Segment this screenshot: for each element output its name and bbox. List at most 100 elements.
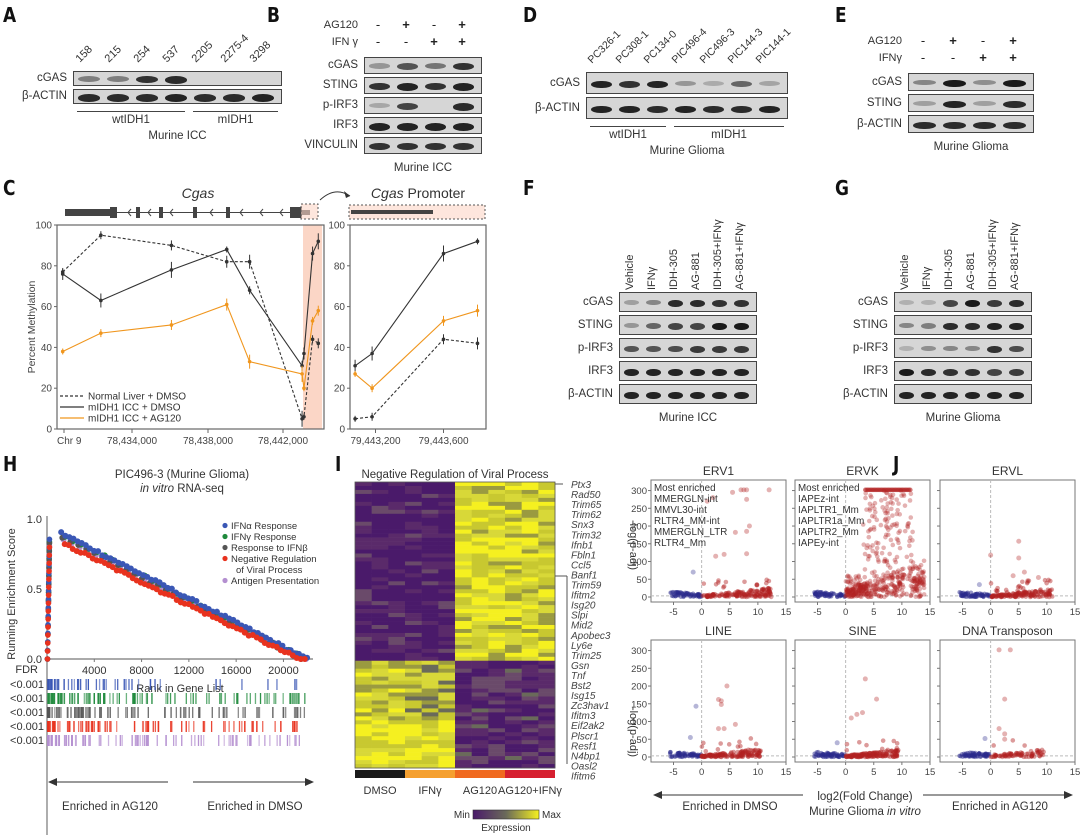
heatmap-cell xyxy=(355,756,372,761)
y-tick-label: 150 xyxy=(631,539,647,550)
heatmap-cell xyxy=(371,565,389,570)
outlier-point xyxy=(704,498,710,504)
up-point xyxy=(864,754,869,759)
heatmap-cell xyxy=(355,716,372,721)
heatmap-cell xyxy=(521,656,539,662)
blot-strip xyxy=(73,89,282,104)
up-point xyxy=(863,591,868,597)
protein-band xyxy=(899,345,914,351)
up-point xyxy=(890,575,895,581)
heatmap-cell xyxy=(438,684,456,689)
up-point xyxy=(859,583,864,588)
heatmap-cell xyxy=(455,656,472,662)
up-point xyxy=(856,591,862,596)
up-point xyxy=(888,492,893,498)
heatmap-cell xyxy=(455,597,472,602)
up-point xyxy=(892,557,898,563)
gene-hit-tick xyxy=(74,707,76,718)
gene-hit-tick xyxy=(295,735,297,746)
panel-letter-e: E xyxy=(835,3,847,27)
up-point xyxy=(999,594,1004,599)
up-point xyxy=(751,591,756,597)
heatmap-cell xyxy=(438,728,456,733)
up-point xyxy=(849,754,855,760)
heatmap-cell xyxy=(521,664,539,669)
heatmap-cell xyxy=(388,589,406,594)
heatmap-cell xyxy=(355,513,372,519)
up-point xyxy=(910,566,915,572)
heatmap-cell xyxy=(505,760,522,765)
up-point xyxy=(1030,752,1036,758)
up-point xyxy=(895,537,901,543)
heatmap-cell xyxy=(405,573,422,578)
x-tick-label: 10 xyxy=(1042,767,1053,778)
y-tick-label: 40 xyxy=(41,343,53,354)
protein-band xyxy=(624,345,639,353)
gene-hit-tick xyxy=(76,707,79,718)
up-point xyxy=(871,754,876,759)
up-point xyxy=(867,753,872,759)
heatmap-cell xyxy=(405,652,422,658)
gene-hit-tick xyxy=(50,735,52,746)
up-point xyxy=(907,498,913,503)
up-point xyxy=(1010,753,1016,759)
up-point xyxy=(1003,593,1009,599)
up-point xyxy=(739,593,745,599)
gene-hit-tick xyxy=(107,707,109,718)
up-point xyxy=(1013,592,1019,597)
heatmap-cell xyxy=(421,597,439,602)
heatmap-cell xyxy=(388,764,406,769)
heatmap-cell xyxy=(521,720,539,725)
up-point xyxy=(910,579,916,584)
gene-hit-tick xyxy=(109,693,111,704)
up-point xyxy=(920,569,925,575)
heatmap-cell xyxy=(521,597,539,602)
up-point xyxy=(855,582,861,588)
up-point xyxy=(868,581,873,587)
up-point xyxy=(847,590,852,595)
up-point xyxy=(868,751,874,756)
heatmap-cell xyxy=(521,537,539,542)
protein-band xyxy=(899,368,914,377)
up-point xyxy=(862,574,868,580)
gsea-title-line2: in vitro RNA-seq xyxy=(140,483,224,495)
up-point xyxy=(755,592,761,598)
protein-band xyxy=(78,94,100,102)
minus-sign: - xyxy=(920,33,926,48)
outlier-point xyxy=(996,726,1002,732)
data-point xyxy=(224,259,229,264)
y-tick-label: 250 xyxy=(631,664,647,675)
down-point xyxy=(669,590,674,595)
up-point xyxy=(896,501,901,506)
up-point xyxy=(863,583,869,589)
up-point xyxy=(899,566,905,572)
up-point xyxy=(1044,591,1049,597)
up-point xyxy=(858,593,863,599)
up-point xyxy=(756,747,761,753)
gene-hit-tick xyxy=(250,735,252,746)
strand-chevron-icon xyxy=(239,208,244,217)
up-point xyxy=(912,588,918,594)
protein-band xyxy=(425,143,446,151)
heatmap-cell xyxy=(371,613,389,618)
gene-hit-tick xyxy=(147,735,149,746)
minus-sign: - xyxy=(980,33,986,48)
outlier-point xyxy=(710,495,716,501)
heatmap-cell xyxy=(455,708,472,713)
gene-hit-tick xyxy=(194,735,196,746)
up-point xyxy=(740,750,745,756)
up-point xyxy=(854,754,860,760)
up-point xyxy=(999,594,1005,599)
protein-band xyxy=(425,63,446,70)
gene-hit-tick xyxy=(49,679,52,690)
up-point xyxy=(1032,589,1038,594)
up-point xyxy=(1008,751,1014,757)
legend-marker xyxy=(222,522,228,529)
up-point xyxy=(740,750,745,756)
heatmap-cell xyxy=(471,640,489,646)
down-point xyxy=(958,593,964,598)
up-point xyxy=(863,585,868,591)
up-point xyxy=(905,576,910,582)
outlier-point xyxy=(718,698,724,704)
